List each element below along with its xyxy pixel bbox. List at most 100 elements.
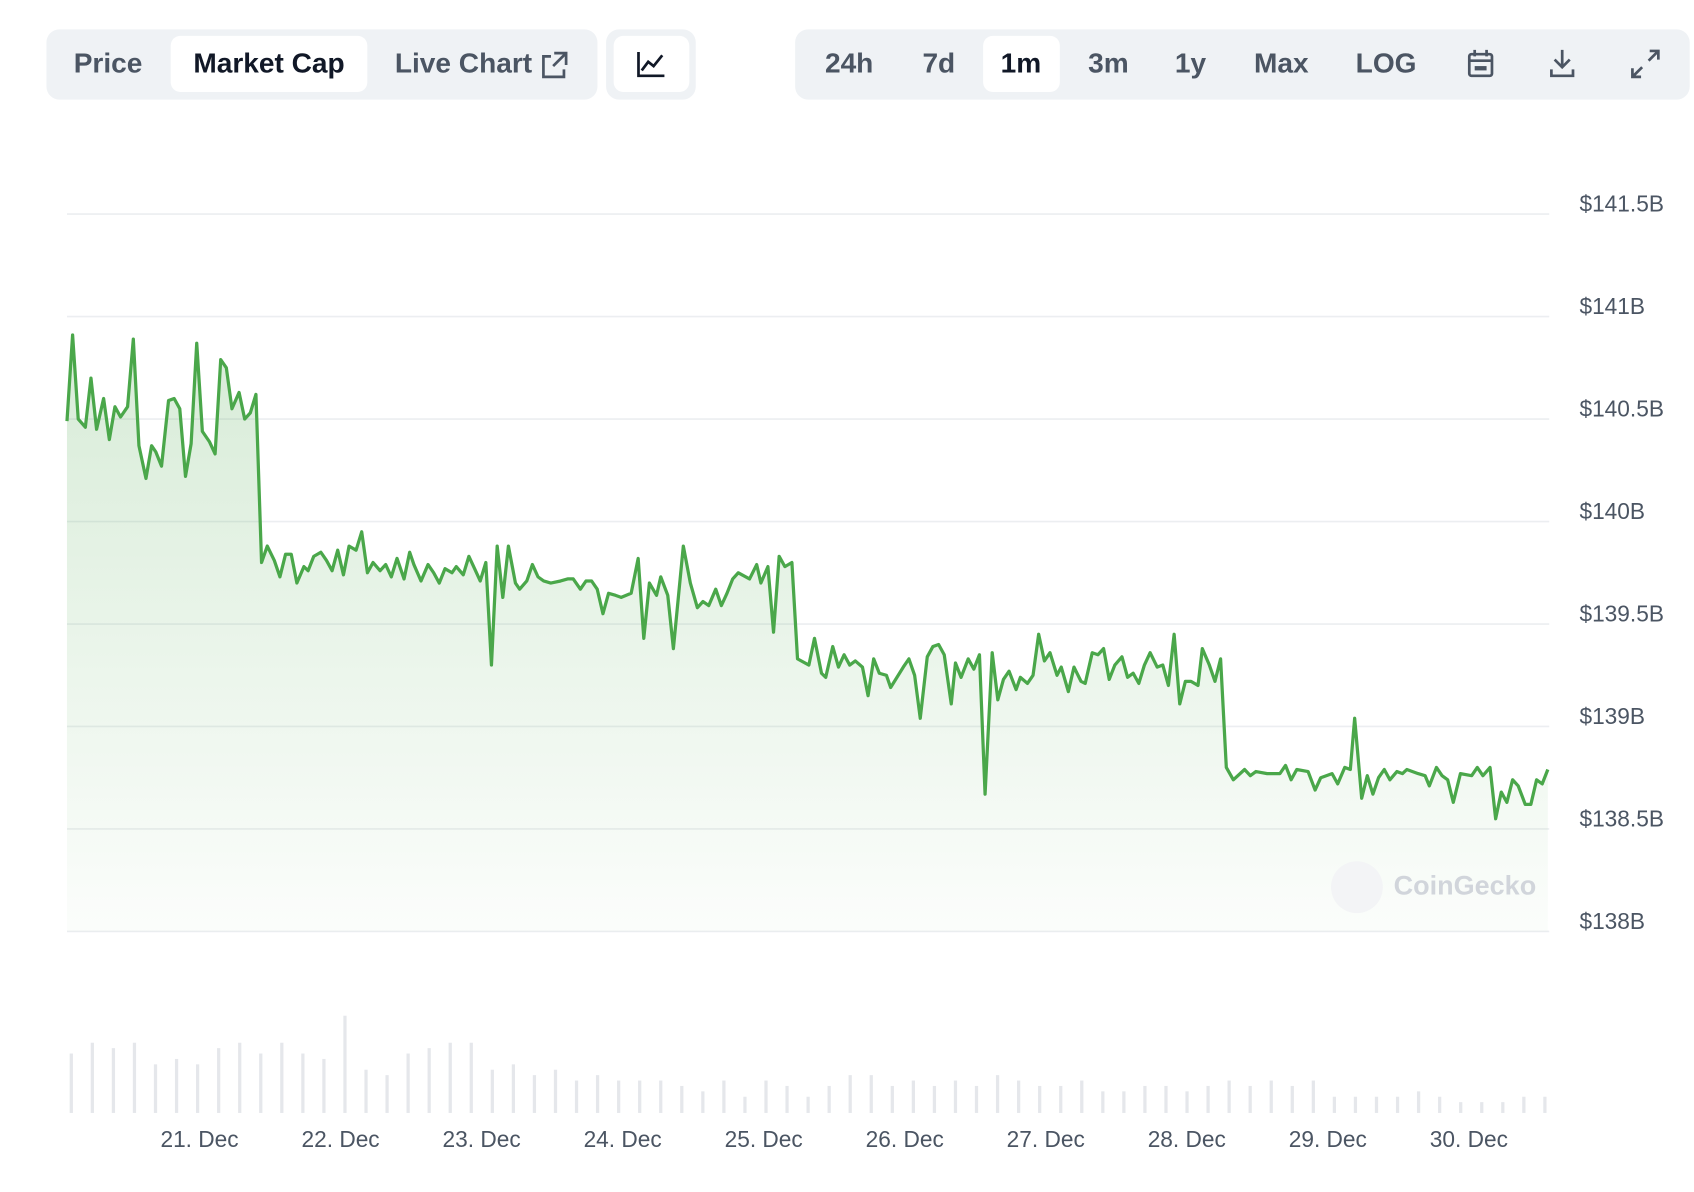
volume-bar [1269,1080,1273,1113]
volume-bar [869,1075,873,1113]
y-tick-label: $140.5B [1579,395,1663,421]
active-range [983,35,1060,93]
volume-bar [174,1058,179,1113]
live-chart-tab[interactable]: Live Chart [395,47,532,78]
volume-bar [1480,1102,1484,1113]
x-tick-label: 21. Dec [160,1126,238,1152]
volume-bar [995,1075,1000,1113]
y-tick-label: $139.5B [1579,600,1663,626]
y-tick-label: $138B [1579,908,1645,934]
volume-bar [1501,1102,1505,1113]
market-cap-tab[interactable]: Market Cap [193,47,344,78]
volume-bar [90,1042,94,1113]
volume-bar [1038,1085,1042,1113]
volume-bar [722,1080,726,1113]
price-line [65,333,1550,821]
y-tick-label: $139B [1579,703,1645,729]
volume-bar [764,1080,768,1113]
volume-bar [1332,1096,1337,1113]
volume-bar [638,1080,642,1113]
volume-bar [511,1064,516,1113]
x-tick-label: 25. Dec [725,1126,803,1152]
volume-bar [153,1064,158,1113]
volume-bar [406,1053,410,1113]
volume-bar [827,1085,831,1113]
x-tick-label: 29. Dec [1289,1126,1367,1152]
volume-bar [911,1080,915,1113]
range-tab[interactable]: 1y [1175,47,1207,78]
watermark-logo [1331,861,1383,914]
volume-bar [1122,1091,1126,1113]
volume-bar [259,1053,263,1113]
y-tick-label: $141.5B [1579,190,1663,216]
volume-bar [532,1075,537,1113]
volume-bar [953,1080,958,1113]
x-tick-label: 23. Dec [443,1126,521,1152]
plot: $138B $138.5B $139B $139.5B $140B $140.5B $141… [65,190,1664,1152]
y-tick-label: $140B [1579,498,1645,524]
volume-bar [364,1069,368,1113]
volume-bar [1017,1080,1021,1113]
volume-bar [385,1075,389,1113]
download-icon[interactable] [1550,49,1575,78]
x-tick-label: 24. Dec [584,1126,662,1152]
volume-bar [132,1042,137,1113]
volume-bar [574,1080,579,1113]
volume-bar [1543,1096,1547,1113]
volume-bar [595,1075,600,1113]
volume-bar [1080,1080,1084,1113]
calendar-icon[interactable] [1467,49,1494,78]
volume-bar [785,1085,789,1113]
volume-bar [1290,1085,1294,1113]
volume-bar [1522,1096,1526,1113]
volume-bar [743,1096,747,1113]
volume-bar [701,1091,705,1113]
volume-bar [1438,1096,1442,1113]
y-tick-label: $141B [1579,293,1645,319]
active-tab [170,35,368,93]
x-tick-label: 22. Dec [302,1126,380,1152]
range-tab[interactable]: 24h [825,47,873,78]
volume-bar [280,1042,284,1113]
x-tick-label: 26. Dec [866,1126,944,1152]
volume-bar [1248,1085,1252,1113]
x-tick-label: 27. Dec [1007,1126,1085,1152]
volume-bar [238,1042,242,1113]
volume-bar [301,1053,305,1113]
volume-bar [659,1080,663,1113]
volume-bar [890,1085,894,1113]
volume-bar [69,1053,73,1113]
price-tab[interactable]: Price [74,47,143,78]
volume-bar [1395,1096,1400,1113]
volume-bar [1101,1091,1105,1113]
volume-bar [680,1085,684,1113]
y-tick-label: $138.5B [1579,805,1663,831]
volume-bar [932,1085,937,1113]
range-tab[interactable]: Max [1254,47,1309,78]
volume-bar [848,1075,852,1113]
log-toggle[interactable]: LOG [1356,47,1417,78]
volume-bar [617,1080,621,1113]
volume-bar [1143,1085,1147,1113]
volume-bar [427,1048,431,1113]
fullscreen-icon[interactable] [1631,49,1660,79]
volume-bar [469,1042,473,1113]
watermark: CoinGecko [1394,870,1537,900]
range-tab[interactable]: 3m [1088,47,1129,78]
volume-bar [343,1015,347,1113]
range-tab[interactable]: 1m [1001,47,1042,78]
range-tab[interactable]: 7d [922,47,955,78]
volume-bar [1459,1102,1463,1113]
volume-bar [1164,1085,1168,1113]
volume-bar [1227,1080,1231,1113]
volume-bar [806,1096,810,1113]
x-tick-label: 28. Dec [1148,1126,1226,1152]
volume-bar [1185,1091,1189,1113]
volume-bar [195,1064,200,1113]
volume-bar [322,1058,326,1113]
x-tick-label: 30. Dec [1430,1126,1508,1152]
volume-bar [448,1042,452,1113]
volume-bar [490,1069,494,1113]
